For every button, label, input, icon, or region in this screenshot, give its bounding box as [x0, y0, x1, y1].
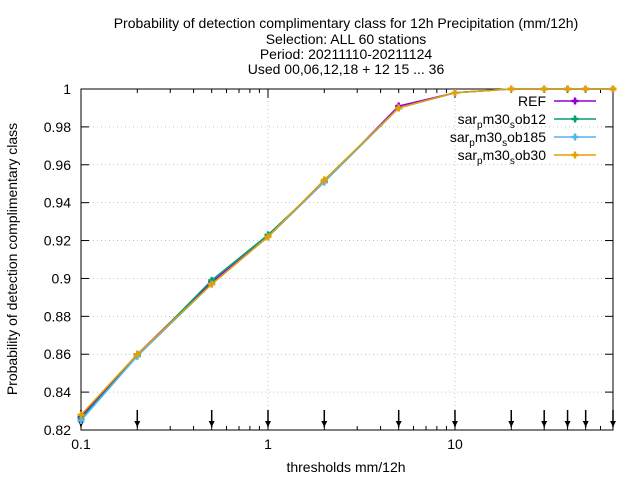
x-tick-label: 10 — [447, 436, 463, 452]
x-tick-label: 1 — [264, 436, 272, 452]
legend-marker — [571, 151, 579, 159]
legend-label-part: ob30 — [515, 147, 546, 163]
threshold-marker-head — [264, 421, 271, 427]
threshold-marker-head — [582, 421, 589, 427]
legend-label-part: s — [502, 138, 507, 149]
data-point — [582, 85, 590, 93]
legend-entry: sarpm30sob12 — [458, 111, 596, 131]
series-3 — [77, 85, 617, 419]
data-point — [208, 280, 216, 288]
legend-label-part: sar — [458, 111, 478, 127]
y-tick-label: 1 — [63, 81, 71, 97]
y-tick-label: 0.84 — [44, 384, 71, 400]
data-point — [77, 411, 85, 419]
plot-border — [80, 88, 614, 431]
legend-label-part: s — [510, 156, 515, 167]
data-point — [507, 85, 515, 93]
threshold-marker-head — [134, 421, 141, 427]
data-point — [395, 104, 403, 112]
x-tick-label: 0.1 — [71, 436, 91, 452]
chart-title: Probability of detection complimentary c… — [114, 15, 579, 77]
title-line-2: Selection: ALL 60 stations — [266, 31, 427, 47]
series-layer — [77, 85, 617, 425]
legend-label-part: p — [477, 156, 483, 167]
legend-label: REF — [518, 93, 546, 109]
legend-label-part: m30 — [483, 111, 510, 127]
y-axis-label: Probability of detection complimentary c… — [4, 123, 20, 395]
y-tick-label: 0.82 — [44, 422, 71, 438]
legend-entry: REF — [518, 93, 596, 109]
threshold-marker-head — [564, 421, 571, 427]
legend-label-part: ob12 — [515, 111, 546, 127]
legend-marker — [571, 97, 579, 105]
legend-label-part: p — [477, 120, 483, 131]
y-tick-label: 0.98 — [44, 119, 71, 135]
grid — [81, 89, 613, 430]
legend-marker — [571, 133, 579, 141]
y-tick-label: 0.9 — [52, 270, 72, 286]
data-point — [133, 350, 141, 358]
legend-label-part: p — [469, 138, 475, 149]
legend-label-part: m30 — [483, 147, 510, 163]
legend-label: sarpm30sob12 — [458, 111, 547, 131]
threshold-marker-head — [208, 421, 215, 427]
title-line-3: Period: 20211110-20211124 — [260, 46, 433, 62]
threshold-marker-head — [451, 421, 458, 427]
y-tick-label: 0.94 — [44, 195, 71, 211]
threshold-marker-head — [395, 421, 402, 427]
legend-label: sarpm30sob30 — [458, 147, 547, 167]
data-point — [320, 176, 328, 184]
legend-entry: sarpm30sob30 — [458, 147, 596, 167]
legend-label-part: sar — [458, 147, 478, 163]
y-tick-label: 0.92 — [44, 233, 71, 249]
threshold-marker-head — [541, 421, 548, 427]
legend-entry: sarpm30sob185 — [450, 129, 596, 149]
threshold-marker-head — [321, 421, 328, 427]
data-point — [451, 89, 459, 97]
y-tick-label: 0.88 — [44, 308, 71, 324]
threshold-marker-head — [508, 421, 515, 427]
y-tick-label: 0.96 — [44, 157, 71, 173]
data-point — [264, 233, 272, 241]
legend-label-part: s — [510, 120, 515, 131]
legend-label-part: sar — [450, 129, 470, 145]
data-point — [609, 85, 617, 93]
legend-label: sarpm30sob185 — [450, 129, 546, 149]
title-line-4: Used 00,06,12,18 + 12 15 ... 36 — [248, 61, 445, 77]
legend-label-part: ob185 — [507, 129, 546, 145]
x-axis-label: thresholds mm/12h — [286, 459, 405, 475]
y-tick-label: 0.86 — [44, 346, 71, 362]
legend-marker — [571, 115, 579, 123]
legend-label-part: m30 — [475, 129, 502, 145]
data-point — [564, 85, 572, 93]
title-line-1: Probability of detection complimentary c… — [114, 15, 579, 31]
data-point — [540, 85, 548, 93]
axes: 0.82 0.84 0.86 0.88 0.9 0.92 0.94 0.96 0.98 1 0.1 1… — [44, 81, 616, 452]
